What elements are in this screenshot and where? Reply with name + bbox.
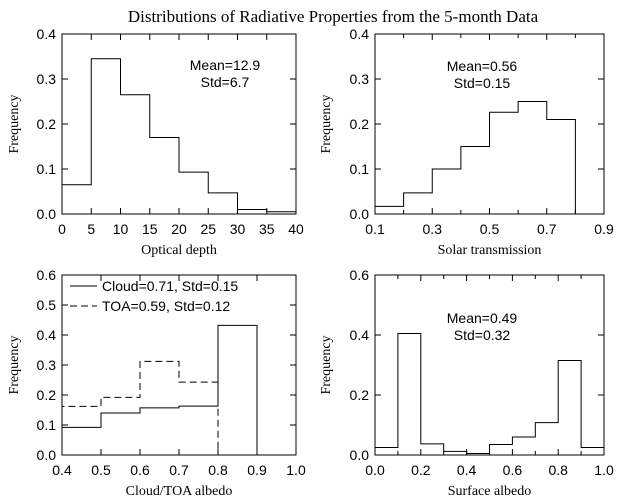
y-tick-label: 0.2 [37,387,57,403]
stat-annotation: Mean=0.49 [447,310,518,326]
x-tick-label: 0.0 [365,462,385,478]
y-tick-label: 0.0 [350,206,370,222]
x-tick-label: 0.9 [594,221,614,237]
x-tick-label: 0 [58,221,66,237]
y-tick-label: 0.3 [37,71,57,87]
panel-3: 0.4 0.5 0.6 0.7 0.8 0.9 1.0 0.0 0.1 0.2 0.3 0.4 0.5 0… [7,267,306,497]
x-tick-label: 10 [113,221,129,237]
y-tick-label: 0.2 [350,116,370,132]
y-axis-label: Frequency [319,94,334,153]
x-tick-label: 0.8 [548,462,568,478]
y-tick-label: 0.0 [350,447,370,463]
stat-annotation: Mean=0.56 [447,58,518,74]
x-tick-label: 0.6 [503,462,523,478]
x-axis-label: Solar transmission [438,243,542,258]
plot-frame [61,33,297,215]
y-tick-label: 0.6 [350,267,370,283]
x-tick-label: 0.8 [208,462,228,478]
y-tick-label: 0.3 [350,71,370,87]
legend-label: TOA=0.59, Std=0.12 [102,298,230,314]
histogram-series-solid [61,324,258,455]
histogram-series-dashed [61,360,219,455]
x-tick-label: 0.5 [91,462,111,478]
y-tick-label: 0.1 [37,161,57,177]
y-tick-label: 0.4 [350,26,370,42]
y-tick-label: 0.5 [37,297,57,313]
y-tick-label: 0.4 [350,327,370,343]
x-tick-label: 40 [288,221,304,237]
y-tick-label: 0.1 [350,161,370,177]
x-tick-label: 35 [259,221,275,237]
stat-annotation: Std=0.32 [454,327,511,343]
y-tick-label: 0.4 [37,327,57,343]
y-tick-label: 0.3 [37,357,57,373]
y-tick-label: 0.6 [37,267,57,283]
x-tick-label: 20 [171,221,187,237]
x-tick-label: 5 [87,221,95,237]
x-tick-label: 0.9 [247,462,267,478]
y-tick-label: 0.2 [37,116,57,132]
y-axis-label: Frequency [7,94,22,153]
y-tick-label: 0.0 [37,206,57,222]
x-tick-label: 0.7 [537,221,557,237]
y-tick-label: 0.2 [350,387,370,403]
histogram-series-solid [374,101,576,214]
x-tick-label: 1.0 [286,462,306,478]
y-tick-label: 0.0 [37,447,57,463]
x-tick-label: 15 [142,221,158,237]
stat-annotation: Std=6.7 [201,74,250,90]
x-tick-label: 0.7 [169,462,189,478]
y-axis-label: Frequency [7,335,22,394]
x-tick-label: 25 [200,221,216,237]
x-tick-label: 0.6 [130,462,150,478]
x-tick-label: 1.0 [594,462,614,478]
panel-4: 0.0 0.2 0.4 0.6 0.8 1.0 0.0 0.2 0.4 0.6 Surface al… [319,267,614,497]
x-tick-label: 30 [230,221,246,237]
x-tick-label: 0.4 [52,462,72,478]
x-axis-label: Surface albedo [448,484,532,497]
x-tick-label: 0.2 [411,462,431,478]
y-tick-label: 0.1 [37,417,57,433]
x-axis-label: Cloud/TOA albedo [126,484,233,497]
plot-frame [374,274,605,456]
x-tick-label: 0.1 [365,221,385,237]
x-tick-label: 0.4 [457,462,477,478]
y-axis-label: Frequency [319,335,334,394]
figure-title: Distributions of Radiative Properties fr… [128,7,539,26]
histogram-series-solid [61,58,297,214]
x-tick-label: 0.5 [480,221,500,237]
x-axis-label: Optical depth [141,243,217,258]
x-tick-label: 0.3 [423,221,443,237]
y-tick-label: 0.4 [37,26,57,42]
stat-annotation: Mean=12.9 [190,57,261,73]
histogram-series-solid [374,333,605,455]
legend-label: Cloud=0.71, Std=0.15 [102,278,238,294]
panel-1: 0 5 10 15 20 25 30 35 40 0.0 0.1 0.2 0.3 0.4 Optical d… [7,26,304,258]
stat-annotation: Std=0.15 [454,75,511,91]
